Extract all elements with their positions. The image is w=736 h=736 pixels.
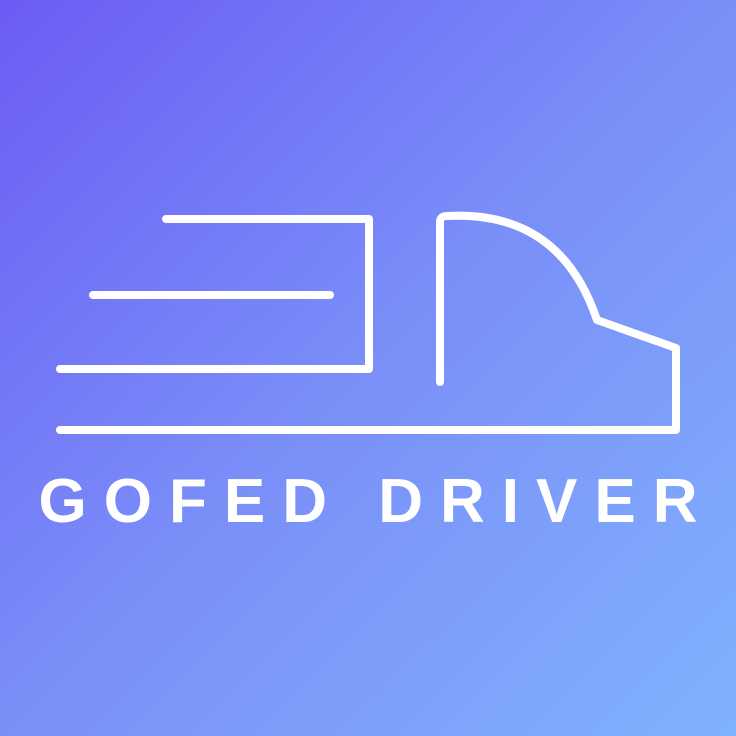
truck-cab-outline <box>56 211 680 434</box>
truck-speed-lines-icon <box>0 0 736 460</box>
brand-name: GOFED DRIVER <box>38 467 715 536</box>
trailer-top-line <box>56 215 373 373</box>
